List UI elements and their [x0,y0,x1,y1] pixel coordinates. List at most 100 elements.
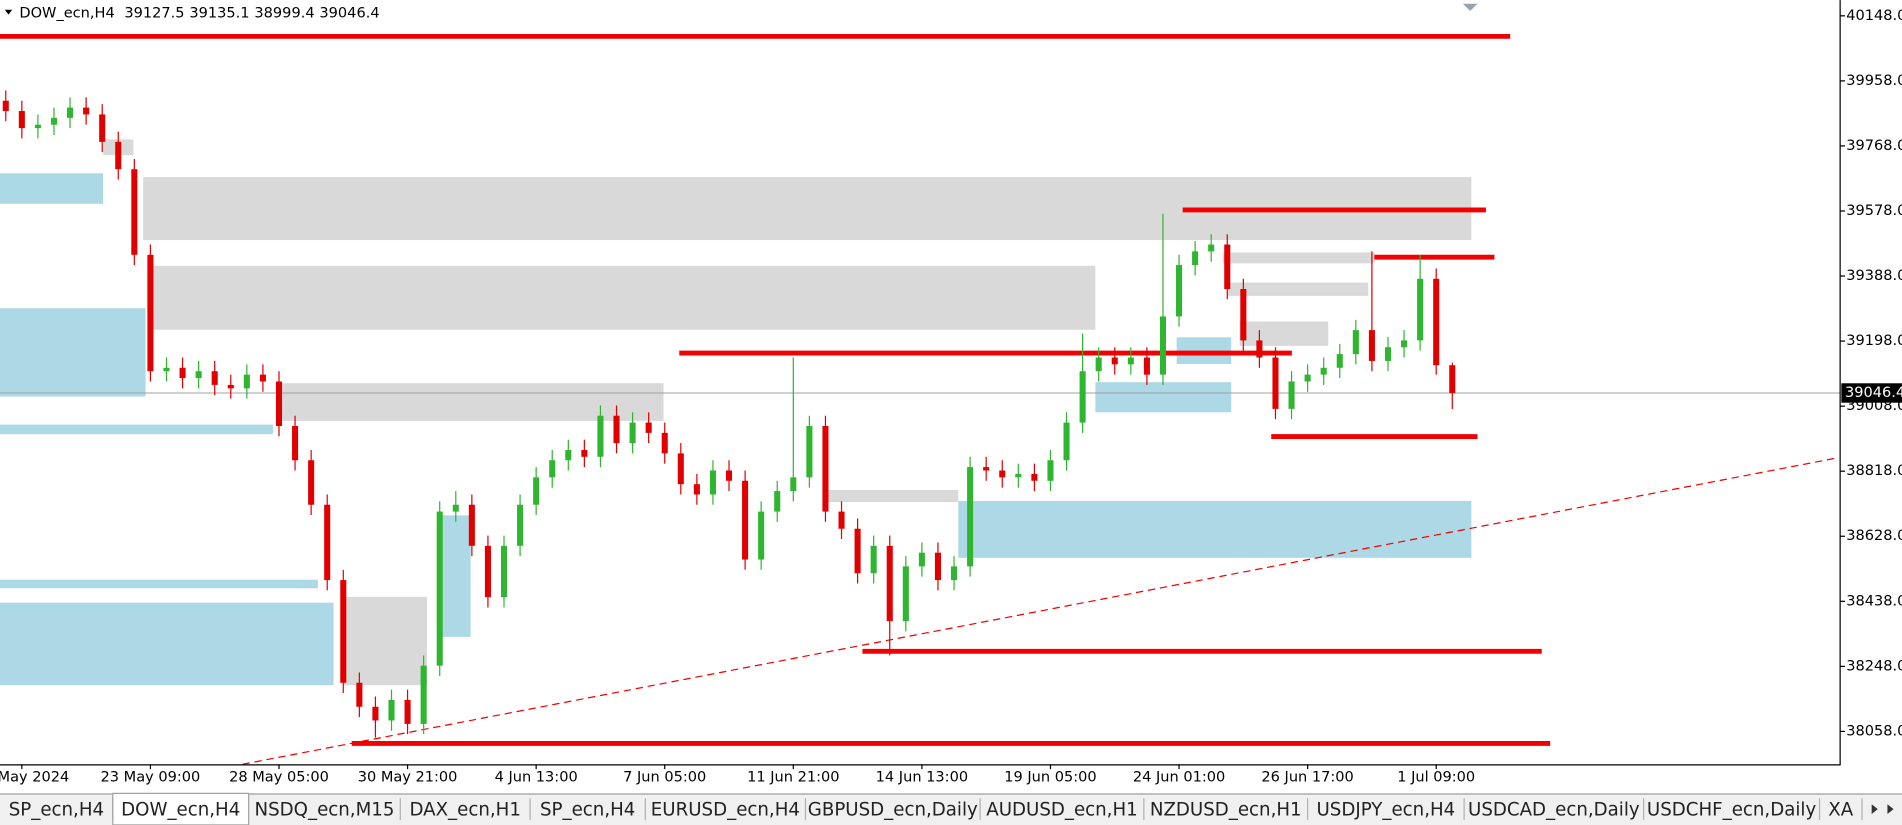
tab-label[interactable]: USDJPY_ecn,H4 [1316,799,1455,820]
current-price-label: 39046.4 [1845,384,1902,401]
tab-label[interactable]: NSDQ_ecn,M15 [255,799,395,820]
zone [276,383,664,421]
candle-body [1176,265,1183,317]
zone [822,490,959,503]
tab-label[interactable]: AUDUSD_ecn,H1 [986,799,1137,820]
candle-body [774,491,781,512]
candle-body [147,254,154,372]
candle-body [1433,278,1440,366]
y-tick-label: 39578.0 [1846,202,1902,219]
candle-body [613,415,620,444]
zone [343,596,427,686]
tabs: SP_ecn,H4 DOW_ecn,H4 NSDQ_ecn,M15 DAX_ecn,H… [9,792,1863,825]
candle-body [67,107,74,118]
candle-body [533,477,540,505]
tab-label[interactable]: SP_ecn,H4 [9,799,104,820]
zone [0,424,273,435]
candle-body [951,566,958,581]
candle-body [179,367,186,379]
candle-body [854,528,861,574]
candle-body [308,460,315,505]
zone [151,265,1096,330]
candle-body [34,124,41,129]
candle-body [99,114,106,142]
y-tick-label: 38628.0 [1846,527,1902,544]
candle-body [131,169,138,255]
candle-body [790,477,797,492]
candle-body [1159,316,1167,375]
candle-body [1417,278,1424,341]
tab-scroll-arrows[interactable] [1871,804,1894,815]
tab-label[interactable]: DOW_ecn,H4 [121,799,240,820]
y-tick-label: 39388.0 [1846,267,1902,284]
candle-body [484,545,491,598]
y-tick-label: 39958.0 [1846,72,1902,89]
zone [439,515,471,637]
zone [1095,382,1232,413]
tab-label[interactable]: DAX_ecn,H1 [409,799,520,820]
candle-body [1192,251,1199,266]
tab-label[interactable]: USDCHF_ecn,Daily [1647,799,1817,820]
candle-body [83,107,90,115]
candle-body [468,504,475,546]
candle-body [243,374,250,389]
candle-body [2,100,9,112]
candle-body [677,453,684,485]
candle-body [211,371,218,385]
tab-label[interactable]: NZDUSD_ecn,H1 [1150,799,1302,820]
candle-body [1031,473,1038,481]
candle-body [517,504,524,546]
candle-body [1208,244,1215,252]
current-price-tag [1841,383,1902,403]
tab-label[interactable]: USDCAD_ecn,Daily [1468,799,1640,820]
tab-label[interactable]: XA [1828,799,1853,820]
plot-area [0,33,1841,765]
candle-body [549,460,556,478]
candle-body [1304,374,1311,382]
y-tick-label: 39768.0 [1846,137,1902,154]
candle-body [822,425,829,512]
header-arrow[interactable] [4,9,13,15]
candle-body [227,384,234,389]
candle-body [340,580,347,683]
chart-header: DOW_ecn,H4 39127.5 39135.1 38999.4 39046.4 [19,4,379,21]
y-tick-label: 39198.0 [1846,332,1902,349]
header-high: 39135.1 [189,4,249,21]
x-tick-label: 26 Jun 17:00 [1261,769,1353,786]
candle-body [1127,357,1134,365]
candle-body [50,117,58,125]
candle-body [436,511,443,666]
candle-body [259,374,266,382]
x-tick-label: 30 May 21:00 [358,769,458,786]
candle-body [1095,357,1102,372]
candle-body [886,545,893,622]
candle-body [565,449,572,461]
tab-label[interactable]: GBPUSD_ecn,Daily [808,799,978,820]
candle-body [195,371,202,379]
active-tab[interactable] [112,792,250,825]
candle-body [838,511,845,529]
candle-body [629,422,636,444]
y-tick-label: 38058.0 [1846,722,1902,739]
zone [0,308,146,397]
candle-body [709,470,716,495]
tab-bar [0,793,1902,825]
candle-body [1352,330,1359,355]
tab-label[interactable]: EURUSD_ecn,H4 [651,799,800,820]
candle-body [500,545,508,598]
candle-body [597,415,604,457]
candle-body [1143,357,1150,375]
candle-body [1079,371,1086,423]
candle-body [742,480,749,560]
candle-body [1368,330,1375,361]
candle-body [388,699,395,721]
candle-body [1272,357,1279,409]
candle-body [693,484,700,495]
candle-body [1047,460,1054,481]
zone [0,173,104,204]
tab-label[interactable]: SP_ecn,H4 [540,799,635,820]
y-tick-label: 40148.0 [1846,7,1902,24]
x-tick-label: 14 Jun 13:00 [876,769,968,786]
header-close: 39046.4 [319,4,379,21]
